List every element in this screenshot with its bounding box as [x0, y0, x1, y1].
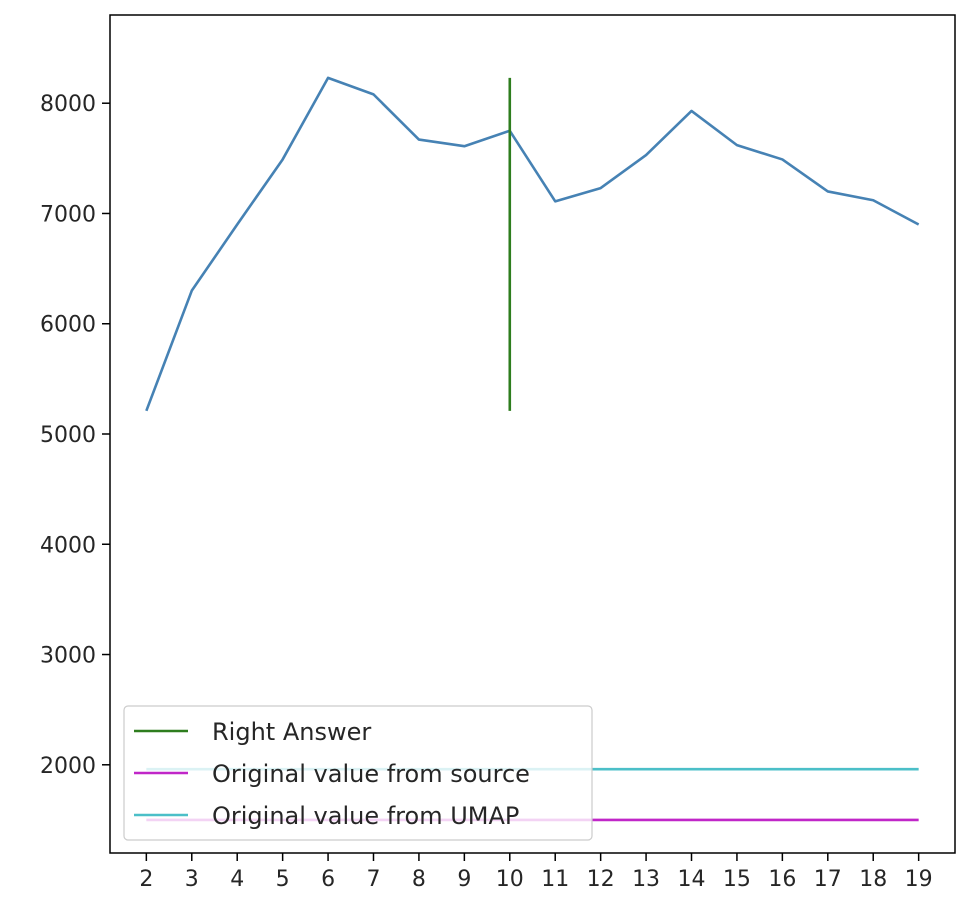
y-tick-label: 3000: [40, 644, 96, 669]
x-axis-ticks: 2 3 4 5 6 7 8 9 10 11 12 13 14 15 16 17 18 19: [139, 853, 933, 892]
x-tick-label: 13: [632, 867, 660, 892]
y-tick-label: 7000: [40, 202, 96, 227]
x-tick-label: 15: [723, 867, 751, 892]
x-tick-label: 6: [321, 867, 335, 892]
y-tick-label: 4000: [40, 533, 96, 558]
x-tick-label: 12: [587, 867, 615, 892]
x-tick-label: 17: [814, 867, 842, 892]
series-layer: [145, 76, 920, 412]
series-line-0: [145, 76, 920, 412]
x-tick-label: 5: [276, 867, 290, 892]
x-tick-label: 19: [905, 867, 933, 892]
y-tick-label: 6000: [40, 313, 96, 338]
legend-label: Right Answer: [212, 718, 371, 746]
y-axis-ticks: 2000 3000 4000 5000 6000 7000 8000: [40, 92, 110, 779]
x-tick-label: 3: [185, 867, 199, 892]
x-tick-label: 2: [139, 867, 153, 892]
legend: Right Answer Original value from source Or…: [123, 705, 593, 841]
x-tick-label: 14: [678, 867, 706, 892]
x-tick-label: 16: [768, 867, 796, 892]
y-tick-label: 8000: [40, 92, 96, 117]
x-tick-label: 10: [496, 867, 524, 892]
x-tick-label: 7: [366, 867, 380, 892]
legend-label: Original value from source: [212, 760, 530, 788]
x-tick-label: 18: [859, 867, 887, 892]
x-tick-label: 8: [412, 867, 426, 892]
x-tick-label: 11: [541, 867, 569, 892]
legend-box: [123, 705, 593, 841]
y-tick-label: 5000: [40, 423, 96, 448]
y-tick-label: 2000: [40, 754, 96, 779]
x-tick-label: 9: [457, 867, 471, 892]
x-tick-label: 4: [230, 867, 244, 892]
legend-label: Original value from UMAP: [212, 802, 519, 830]
